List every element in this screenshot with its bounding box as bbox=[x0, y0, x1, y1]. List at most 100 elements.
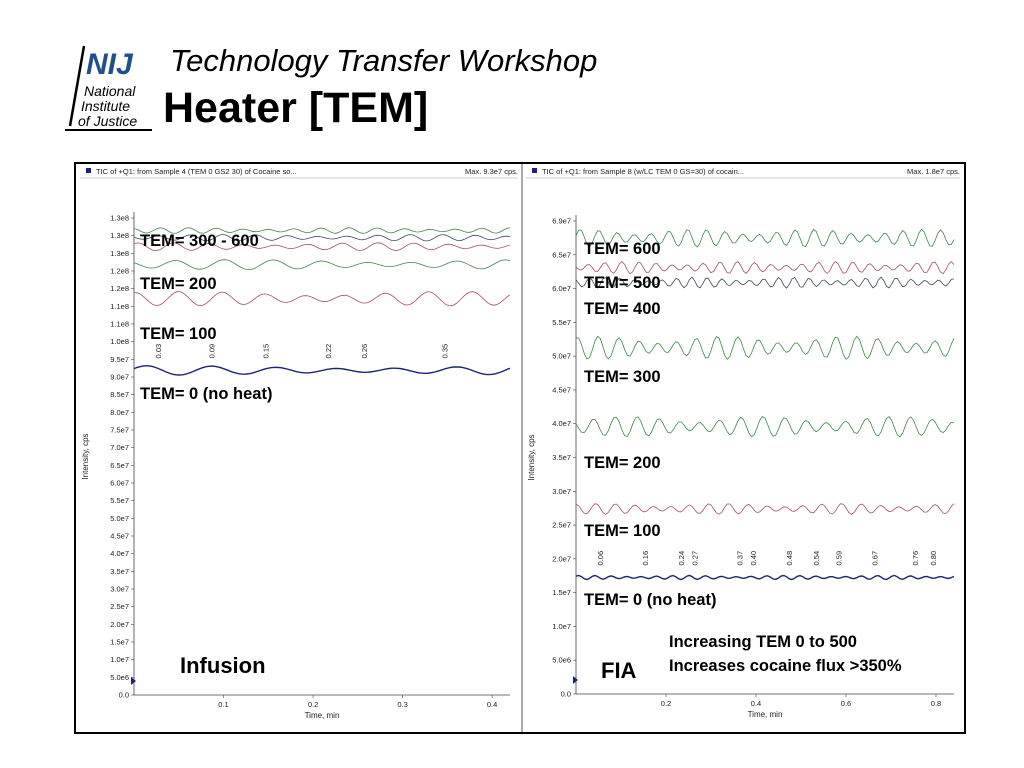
infusion-trace-5 bbox=[133, 227, 511, 234]
logo-acronym: NIJ bbox=[86, 48, 134, 81]
fia-trace-3 bbox=[575, 335, 955, 361]
infusion-y-tick-label: 4.0e7 bbox=[110, 549, 129, 558]
infusion-y-tick-label: 1.0e8 bbox=[110, 337, 129, 346]
infusion-label-tem-100: TEM= 100 bbox=[140, 325, 217, 343]
infusion-header-text: TIC of +Q1: from Sample 4 (TEM 0 GS2 30)… bbox=[96, 167, 297, 176]
fia-trace-2 bbox=[575, 415, 955, 438]
infusion-trace-2 bbox=[133, 259, 511, 271]
fia-peak-label: 0.40 bbox=[749, 551, 758, 566]
infusion-y-tick-label: 8.0e7 bbox=[110, 408, 129, 417]
infusion-max-text: Max. 9.3e7 cps. bbox=[465, 167, 518, 176]
infusion-x-tick-label: 0.4 bbox=[487, 700, 497, 709]
fia-peak-label: 0.27 bbox=[691, 551, 700, 566]
fia-y-tick-label: 0.0 bbox=[561, 690, 571, 699]
infusion-y-tick-label: 5.0e7 bbox=[110, 514, 129, 523]
infusion-y-tick-label: 6.5e7 bbox=[110, 461, 129, 470]
infusion-caption: Infusion bbox=[180, 653, 266, 678]
fia-label-tem-200: TEM= 200 bbox=[584, 454, 661, 472]
fia-y-tick-label: 6.5e7 bbox=[552, 250, 571, 259]
fia-y-tick-label: 5.5e7 bbox=[552, 318, 571, 327]
fia-label-tem-400: TEM= 400 bbox=[584, 300, 661, 318]
fia-label-tem-500: TEM= 500 bbox=[584, 274, 661, 292]
infusion-label-tem-200: TEM= 200 bbox=[140, 275, 217, 293]
fia-y-axis-label: Intensity, cps bbox=[527, 434, 536, 480]
infusion-y-tick-label: 7.0e7 bbox=[110, 443, 129, 452]
infusion-y-tick-label: 1.0e7 bbox=[110, 655, 129, 664]
infusion-peak-label: 0.03 bbox=[154, 344, 163, 359]
fia-annotation-line-2: Increases cocaine flux >350% bbox=[669, 657, 902, 675]
fia-label-tem-100: TEM= 100 bbox=[584, 522, 661, 540]
infusion-y-tick-label: 2.5e7 bbox=[110, 602, 129, 611]
fia-peak-label: 0.37 bbox=[736, 551, 745, 566]
infusion-x-tick-label: 0.2 bbox=[308, 700, 318, 709]
fia-trace-4 bbox=[575, 276, 955, 289]
infusion-y-tick-label: 1.3e8 bbox=[110, 231, 129, 240]
fia-y-tick-label: 6.9e7 bbox=[552, 217, 571, 226]
fia-y-tick-label: 1.0e7 bbox=[552, 622, 571, 631]
chromatogram-charts: TIC of +Q1: from Sample 4 (TEM 0 GS2 30)… bbox=[80, 164, 960, 732]
slide-title: Heater [TEM] bbox=[163, 84, 429, 132]
infusion-peak-label: 0.26 bbox=[360, 344, 369, 359]
infusion-y-tick-label: 1.1e8 bbox=[110, 302, 129, 311]
fia-header-marker bbox=[532, 168, 537, 173]
infusion-header-marker bbox=[86, 168, 91, 173]
fia-peak-label: 0.16 bbox=[641, 551, 650, 566]
fia-trace-6 bbox=[575, 228, 955, 248]
logo-slash bbox=[68, 45, 86, 127]
infusion-peak-label: 0.22 bbox=[324, 344, 333, 359]
infusion-peak-label: 0.35 bbox=[440, 344, 449, 359]
fia-label-tem-300: TEM= 300 bbox=[584, 368, 661, 386]
infusion-y-tick-label: 1.1e8 bbox=[110, 320, 129, 329]
infusion-y-tick-label: 3.5e7 bbox=[110, 567, 129, 576]
infusion-y-tick-label: 0.0 bbox=[119, 691, 129, 700]
fia-peak-label: 0.80 bbox=[929, 551, 938, 566]
fia-trace-5 bbox=[575, 260, 955, 275]
infusion-peak-label: 0.09 bbox=[208, 344, 217, 359]
fia-y-tick-label: 1.5e7 bbox=[552, 588, 571, 597]
infusion-trace-0 bbox=[133, 365, 511, 376]
fia-peak-label: 0.06 bbox=[596, 551, 605, 566]
infusion-y-tick-label: 1.5e7 bbox=[110, 638, 129, 647]
infusion-trace-4 bbox=[133, 234, 511, 242]
infusion-y-tick-label: 1.3e8 bbox=[110, 214, 129, 223]
infusion-y-tick-label: 2.0e7 bbox=[110, 620, 129, 629]
fia-caption: FIA bbox=[601, 658, 637, 683]
fia-x-axis-label: Time, min bbox=[748, 710, 783, 719]
infusion-y-tick-label: 1.3e8 bbox=[110, 249, 129, 258]
logo-line-3: of Justice bbox=[78, 113, 137, 129]
fia-start-marker bbox=[573, 676, 578, 684]
fia-y-tick-label: 5.0e6 bbox=[552, 656, 571, 665]
fia-label-tem-600: TEM= 600 bbox=[584, 240, 661, 258]
fia-y-tick-label: 6.0e7 bbox=[552, 284, 571, 293]
fia-y-tick-label: 4.0e7 bbox=[552, 419, 571, 428]
fia-x-tick-label: 0.4 bbox=[751, 699, 761, 708]
fia-y-tick-label: 5.0e7 bbox=[552, 352, 571, 361]
infusion-y-tick-label: 1.2e8 bbox=[110, 267, 129, 276]
logo-line-2: Institute bbox=[81, 98, 130, 114]
infusion-y-tick-label: 1.2e8 bbox=[110, 284, 129, 293]
infusion-y-tick-label: 5.5e7 bbox=[110, 496, 129, 505]
fia-label-tem-0: TEM= 0 (no heat) bbox=[584, 591, 717, 609]
fia-peak-label: 0.59 bbox=[835, 551, 844, 566]
infusion-y-tick-label: 3.0e7 bbox=[110, 585, 129, 594]
fia-peak-label: 0.76 bbox=[911, 551, 920, 566]
fia-max-text: Max. 1.8e7 cps. bbox=[907, 167, 960, 176]
fia-trace-0 bbox=[575, 574, 955, 581]
fia-header-text: TIC of +Q1: from Sample 8 (w/LC TEM 0 GS… bbox=[542, 167, 744, 176]
fia-peak-label: 0.54 bbox=[812, 551, 821, 566]
infusion-y-axis-label: Intensity, cps bbox=[81, 433, 90, 479]
fia-x-tick-label: 0.8 bbox=[931, 699, 941, 708]
infusion-y-tick-label: 4.5e7 bbox=[110, 532, 129, 541]
infusion-trace-1 bbox=[133, 291, 511, 307]
infusion-y-tick-label: 6.0e7 bbox=[110, 479, 129, 488]
infusion-label-tem-0: TEM= 0 (no heat) bbox=[140, 385, 273, 403]
fia-trace-1 bbox=[575, 503, 955, 515]
fia-y-tick-label: 2.0e7 bbox=[552, 554, 571, 563]
infusion-y-tick-label: 7.5e7 bbox=[110, 426, 129, 435]
fia-annotation-line-1: Increasing TEM 0 to 500 bbox=[669, 633, 857, 651]
infusion-start-marker bbox=[131, 677, 136, 685]
infusion-y-tick-label: 9.5e7 bbox=[110, 355, 129, 364]
infusion-trace-3 bbox=[133, 242, 511, 252]
fia-peak-label: 0.48 bbox=[785, 551, 794, 566]
infusion-y-tick-label: 9.0e7 bbox=[110, 373, 129, 382]
